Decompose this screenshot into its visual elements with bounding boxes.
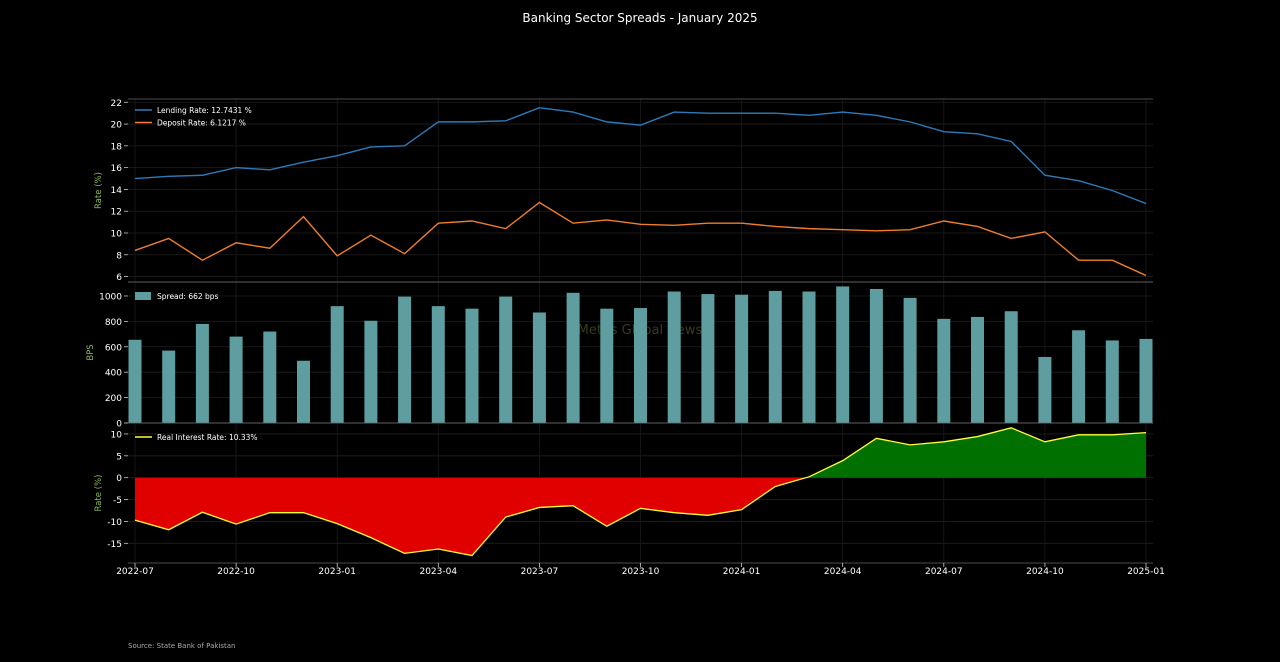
- spread-bar: [1105, 340, 1119, 423]
- spread-bar: [398, 296, 412, 423]
- y-tick-label: 8: [116, 251, 122, 261]
- x-tick-label: 2023-07: [521, 567, 559, 577]
- y-tick-label: 10: [111, 430, 123, 440]
- spread-bar: [1139, 338, 1153, 423]
- spread-bar: [263, 331, 277, 423]
- spread-bar: [735, 294, 749, 423]
- source-note: Source: State Bank of Pakistan: [128, 642, 236, 650]
- spread-bar: [1072, 330, 1086, 423]
- spread-bar: [465, 308, 479, 423]
- legend-label: Lending Rate: 12.7431 %: [157, 106, 252, 115]
- spread-bar: [499, 296, 513, 423]
- y-tick-label: -15: [107, 540, 122, 550]
- x-tick-label: 2022-07: [116, 567, 154, 577]
- y-tick-label: 0: [116, 420, 122, 430]
- spread-bar: [1004, 311, 1018, 423]
- y-tick-label: 1000: [99, 292, 122, 302]
- spread-bar: [1038, 356, 1052, 423]
- spread-bar: [634, 308, 647, 423]
- spread-bar: [330, 306, 344, 423]
- spread-bar: [297, 360, 310, 423]
- spread-bar: [667, 291, 681, 423]
- legend-label: Spread: 662 bps: [157, 292, 219, 301]
- spread-bar: [162, 350, 176, 423]
- spread-bar: [566, 292, 580, 423]
- y-axis-label: Rate (%): [94, 475, 104, 512]
- spread-bar: [836, 286, 850, 423]
- y-tick-label: 400: [105, 369, 122, 379]
- y-tick-label: 20: [111, 121, 123, 131]
- y-tick-label: 18: [111, 142, 123, 152]
- spread-bar: [364, 320, 378, 423]
- positive-area: [135, 427, 1146, 478]
- spread-bar: [971, 316, 984, 423]
- y-tick-label: -5: [113, 496, 122, 506]
- x-tick-label: 2024-01: [723, 567, 761, 577]
- spread-bar: [903, 297, 917, 423]
- y-tick-label: -10: [107, 518, 122, 528]
- y-tick-label: 0: [116, 474, 122, 484]
- legend-swatch: [135, 292, 151, 300]
- negative-area: [135, 477, 1146, 556]
- y-tick-label: 600: [105, 343, 122, 353]
- y-tick-label: 5: [116, 452, 122, 462]
- legend-label: Deposit Rate: 6.1217 %: [157, 119, 246, 128]
- spread-bar: [802, 291, 816, 423]
- y-tick-label: 14: [111, 186, 123, 196]
- chart-title: Banking Sector Spreads - January 2025: [522, 11, 758, 25]
- spread-bar: [701, 294, 715, 423]
- spread-bar: [869, 288, 883, 423]
- y-tick-label: 12: [111, 208, 122, 218]
- legend-label: Real Interest Rate: 10.33%: [157, 433, 258, 442]
- spread-bar: [532, 312, 546, 423]
- x-tick-label: 2022-10: [217, 567, 255, 577]
- x-tick-label: 2024-10: [1026, 567, 1064, 577]
- x-tick-label: 2025-01: [1127, 567, 1165, 577]
- y-axis-label: BPS: [86, 344, 96, 360]
- y-tick-label: 16: [111, 164, 123, 174]
- y-tick-label: 22: [111, 99, 122, 109]
- y-tick-label: 800: [105, 318, 122, 328]
- spread-bar: [431, 306, 445, 423]
- y-tick-label: 200: [105, 394, 122, 404]
- spread-bar: [128, 339, 142, 423]
- spread-bar: [195, 323, 209, 423]
- x-tick-label: 2023-04: [419, 567, 457, 577]
- x-tick-label: 2023-10: [622, 567, 660, 577]
- y-axis-label: Rate (%): [94, 172, 104, 209]
- y-tick-label: 6: [116, 273, 122, 283]
- spread-bar: [937, 318, 951, 423]
- y-tick-label: 10: [111, 229, 123, 239]
- x-tick-label: 2024-07: [925, 567, 963, 577]
- x-tick-label: 2024-04: [824, 567, 862, 577]
- spread-bar: [229, 336, 243, 423]
- x-tick-label: 2023-01: [318, 567, 356, 577]
- spread-bar: [600, 308, 614, 423]
- spread-bar: [768, 290, 782, 423]
